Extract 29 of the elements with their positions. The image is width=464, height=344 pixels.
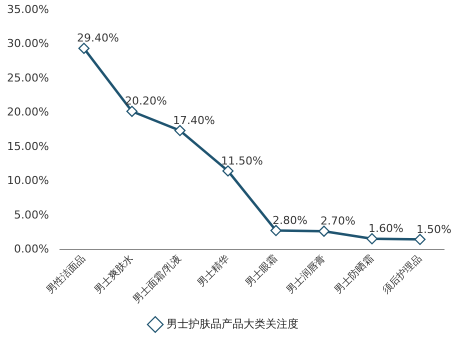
y-tick-label: 20.00% (6, 106, 49, 119)
data-label: 11.50% (220, 154, 263, 168)
y-tick-label: 10.00% (6, 174, 49, 188)
y-tick-label: 15.00% (6, 140, 49, 153)
point (78, 42, 90, 54)
point (270, 224, 282, 236)
point (318, 226, 330, 237)
data-label: 29.40% (76, 32, 119, 45)
x-tick-label: 男士润唇膏 (284, 252, 328, 296)
y-tick-label: 25.00% (6, 71, 49, 84)
data-label: 2.80% (272, 214, 308, 227)
legend-label: 男士护肤品产品大类关注度 (166, 317, 298, 330)
data-label: 1.60% (368, 222, 404, 236)
data-label: 17.40% (172, 114, 215, 127)
x-tick-label: 男士眼霜 (243, 252, 280, 290)
x-tick-label: 男士精华 (195, 252, 232, 290)
point (222, 165, 234, 177)
data-label: 2.70% (320, 214, 356, 228)
y-tick-label: 35.00% (6, 2, 49, 16)
x-tick-label: 须后护理品 (380, 252, 424, 296)
y-tick-label: 30.00% (6, 37, 49, 50)
data-label: 1.50% (416, 222, 452, 236)
y-tick-label: 5.00% (14, 208, 49, 222)
x-tick-label: 男士防晒霜 (332, 252, 376, 296)
data-label: 20.20% (124, 94, 167, 108)
point (366, 233, 378, 244)
point (414, 234, 426, 246)
point (126, 106, 138, 117)
point (174, 124, 186, 136)
